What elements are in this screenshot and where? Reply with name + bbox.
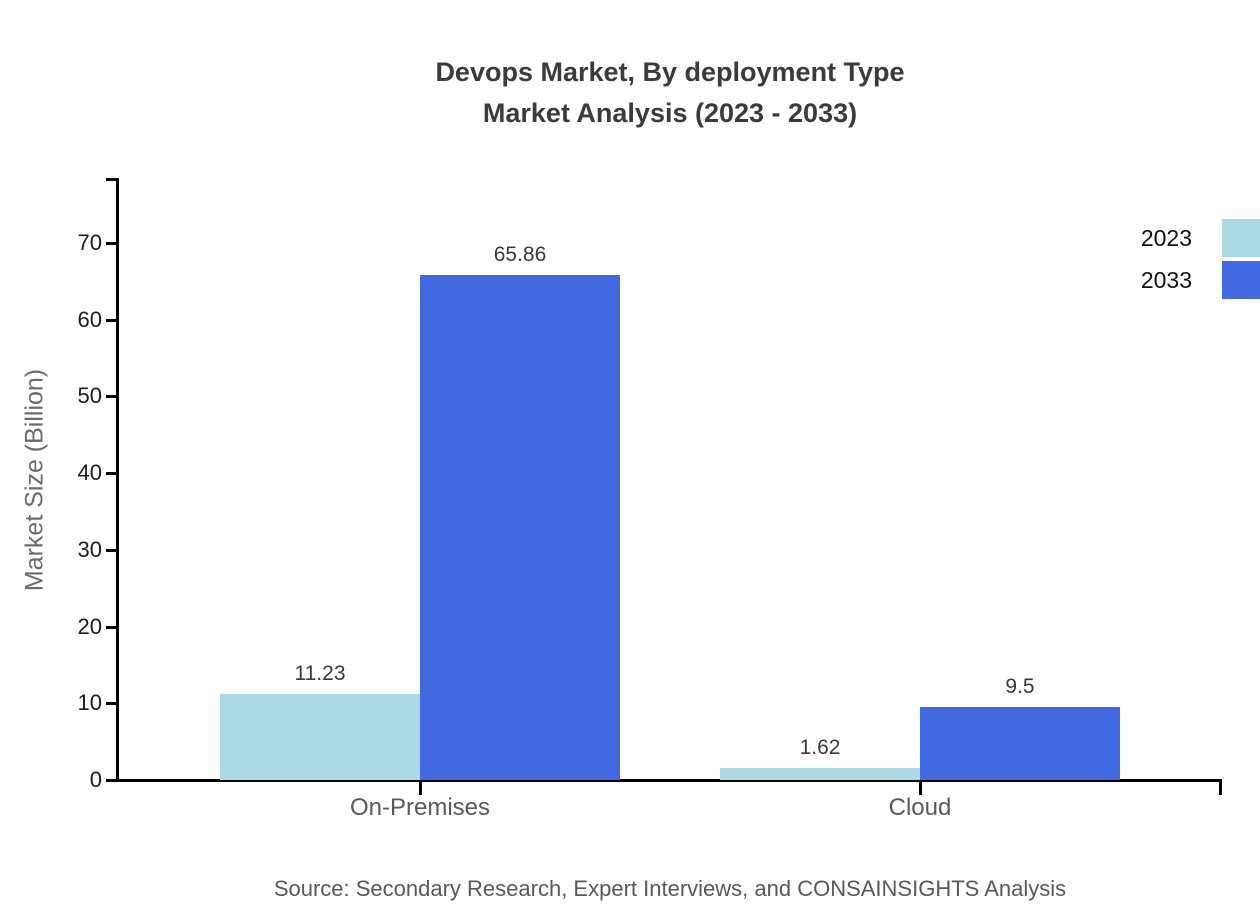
legend-swatch-2033 — [1222, 261, 1260, 299]
legend-label-2033: 2033 — [1140, 266, 1192, 293]
x-axis-end-tick — [1219, 782, 1222, 795]
y-tick-60 — [106, 319, 117, 322]
category-label-cloud: Cloud — [888, 794, 952, 821]
bar-value-label-on-premises-2033: 65.86 — [493, 243, 547, 266]
y-tick-10 — [106, 702, 117, 705]
legend-label-2023: 2023 — [1140, 224, 1192, 251]
bar-on-premises-2033 — [420, 275, 620, 780]
bar-on-premises-2023 — [220, 694, 420, 780]
y-tick-label-10: 10 — [77, 690, 102, 715]
y-tick-label-20: 20 — [77, 614, 102, 639]
x-tick-cloud — [919, 782, 922, 795]
chart-title-line-2: Market Analysis (2023 - 2033) — [482, 98, 858, 128]
legend: 2023 2033 — [1141, 219, 1260, 303]
y-tick-label-30: 30 — [77, 537, 102, 562]
y-axis-line — [116, 178, 119, 782]
chart-title: Devops Market, By deployment Type Market… — [75, 52, 1260, 134]
y-tick-30 — [106, 549, 117, 552]
bar-cloud-2033 — [920, 707, 1120, 780]
y-tick-20 — [106, 626, 117, 629]
y-tick-label-60: 60 — [77, 307, 102, 332]
chart-title-line-1: Devops Market, By deployment Type — [435, 57, 905, 87]
x-axis-line — [116, 779, 1222, 782]
y-tick-70 — [106, 242, 117, 245]
bar-cloud-2023 — [720, 768, 920, 780]
bar-value-label-on-premises-2023: 11.23 — [294, 662, 346, 685]
y-tick-label-70: 70 — [77, 230, 102, 255]
y-tick-0 — [106, 779, 117, 782]
category-label-on-premises: On-Premises — [349, 794, 491, 821]
bar-value-label-cloud-2033: 9.5 — [1005, 675, 1035, 698]
legend-item-2023: 2023 — [1141, 219, 1260, 257]
y-tick-label-50: 50 — [77, 383, 102, 408]
y-tick-50 — [106, 395, 117, 398]
y-tick-label-40: 40 — [77, 460, 102, 485]
legend-swatch-2023 — [1222, 219, 1260, 257]
source-note: Source: Secondary Research, Expert Inter… — [273, 876, 1067, 901]
bar-value-label-cloud-2023: 1.62 — [799, 736, 841, 759]
y-tick-40 — [106, 472, 117, 475]
legend-item-2033: 2033 — [1141, 261, 1260, 299]
y-tick-label-0: 0 — [89, 767, 102, 792]
x-tick-on-premises — [419, 782, 422, 795]
y-axis-top-cap-tick — [106, 178, 117, 181]
